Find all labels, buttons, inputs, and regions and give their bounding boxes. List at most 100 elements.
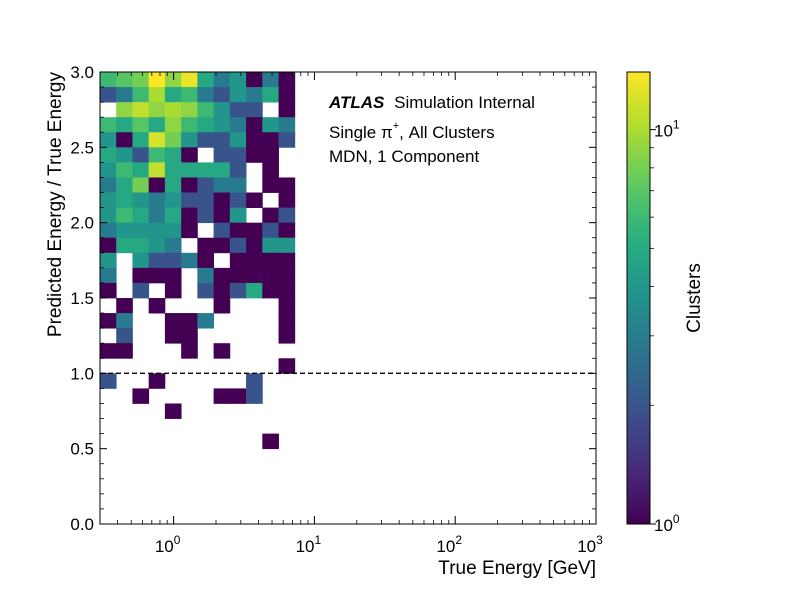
heatmap-cell: [197, 132, 214, 148]
heatmap-cell: [164, 192, 182, 208]
heatmap-cell: [181, 222, 198, 239]
heatmap-cell: [229, 388, 247, 404]
heatmap-cell: [213, 207, 231, 224]
heatmap-cell: [181, 147, 198, 163]
heatmap-cell: [278, 177, 296, 193]
heatmap-cell: [181, 117, 198, 133]
heatmap-cell: [181, 132, 198, 148]
heatmap-cell: [132, 87, 150, 103]
heatmap-cell: [116, 117, 133, 133]
heatmap-cell: [213, 102, 231, 118]
heatmap-cell: [197, 192, 214, 208]
heatmap-cell: [132, 147, 150, 163]
heatmap-cell: [229, 72, 247, 88]
heatmap-cell: [116, 132, 133, 148]
heatmap-cell: [181, 72, 198, 88]
heatmap-cell: [148, 117, 166, 133]
heatmap-cell: [100, 147, 117, 163]
heatmap-cell: [229, 222, 247, 239]
heatmap-cell: [213, 132, 231, 148]
heatmap-cell: [229, 132, 247, 148]
heatmap-cell: [132, 282, 150, 299]
heatmap-cell: [164, 222, 182, 239]
heatmap-cell: [213, 72, 231, 88]
heatmap-cell: [197, 282, 214, 299]
heatmap-cell: [132, 72, 150, 88]
y-tick-label: 2.5: [70, 138, 94, 157]
heatmap-cell: [164, 313, 182, 329]
heatmap-cell: [164, 102, 182, 118]
heatmap-cell: [262, 162, 279, 178]
heatmap-cell: [100, 282, 117, 299]
y-tick-label: 0.5: [70, 440, 94, 459]
heatmap-cell: [213, 388, 231, 404]
heatmap-cell: [100, 343, 117, 359]
heatmap-cells: [100, 72, 296, 450]
heatmap-cell: [181, 207, 198, 224]
heatmap-cell: [132, 252, 150, 269]
heatmap-cell: [100, 252, 117, 269]
heatmap-cell: [100, 313, 117, 329]
heatmap-cell: [100, 132, 117, 148]
heatmap-cell: [262, 177, 279, 193]
annotation-line3: MDN, 1 Component: [329, 147, 480, 166]
heatmap-cell: [246, 222, 263, 239]
heatmap-cell: [213, 192, 231, 208]
heatmap-cell: [197, 313, 214, 329]
heatmap-cell: [148, 132, 166, 148]
heatmap-cell: [148, 162, 166, 178]
colorbar-ticks: 100 101: [650, 118, 680, 535]
heatmap-cell: [116, 298, 133, 314]
heatmap-cell: [262, 222, 279, 239]
heatmap-cell: [100, 117, 117, 133]
heatmap-cell: [100, 87, 117, 103]
heatmap-cell: [164, 132, 182, 148]
heatmap-cell: [213, 147, 231, 163]
heatmap-cell: [213, 343, 231, 359]
heatmap-cell: [262, 132, 279, 148]
annotation-line2: Single π+, All Clusters: [329, 120, 495, 142]
heatmap-cell: [213, 298, 231, 314]
heatmap-cell: [229, 207, 247, 224]
heatmap-cell: [262, 237, 279, 254]
heatmap-cell: [100, 222, 117, 239]
colorbar-tick-label: 101: [654, 118, 680, 141]
heatmap-cell: [213, 282, 231, 299]
heatmap-cell: [132, 162, 150, 178]
heatmap-cell: [229, 237, 247, 254]
heatmap-cell: [262, 252, 279, 269]
heatmap-cell: [132, 102, 150, 118]
heatmap-cell: [132, 388, 150, 404]
heatmap-cell: [197, 177, 214, 193]
heatmap-cell: [116, 207, 133, 224]
heatmap-cell: [262, 282, 279, 299]
heatmap-cell: [213, 222, 231, 239]
experiment-name: ATLAS: [328, 93, 385, 112]
heatmap-cell: [246, 237, 263, 254]
heatmap-cell: [278, 282, 296, 299]
heatmap-cell: [164, 252, 182, 269]
heatmap-cell: [148, 252, 166, 269]
y-tick-label: 2.0: [70, 214, 94, 233]
cluster-selection: , All Clusters: [399, 123, 494, 142]
heatmap-cell: [278, 207, 296, 224]
heatmap-cell: [116, 192, 133, 208]
heatmap-cell: [148, 177, 166, 193]
heatmap-cell: [164, 162, 182, 178]
heatmap-cell: [229, 147, 247, 163]
heatmap-cell: [132, 117, 150, 133]
annotation-line1: ATLAS Simulation Internal: [328, 93, 535, 112]
heatmap-cell: [229, 177, 247, 193]
heatmap-cell: [181, 87, 198, 103]
heatmap-cell: [197, 72, 214, 88]
heatmap-cell: [181, 313, 198, 329]
heatmap-cell: [164, 87, 182, 103]
heatmap-cell: [181, 102, 198, 118]
heatmap-cell: [116, 102, 133, 118]
x-axis-ticks: 100 101 102 103: [99, 72, 603, 556]
heatmap-cell: [148, 102, 166, 118]
heatmap-cell: [262, 87, 279, 103]
heatmap-cell: [116, 313, 133, 329]
heatmap-cell: [116, 162, 133, 178]
